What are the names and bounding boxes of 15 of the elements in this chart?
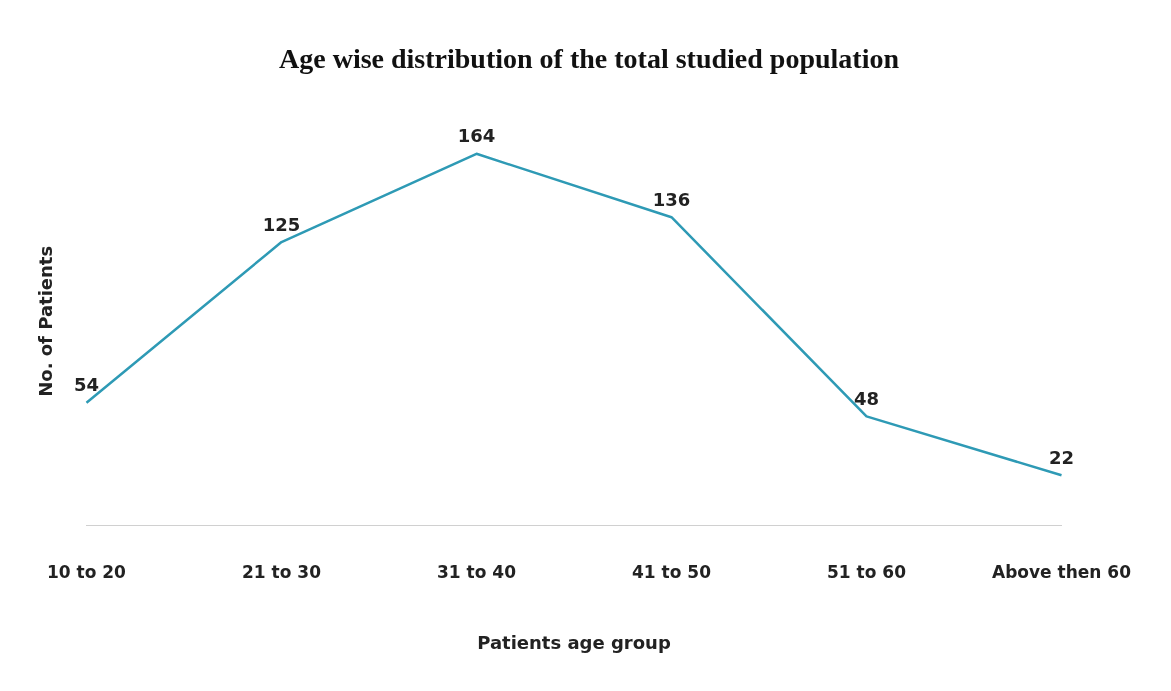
x-tick-label: 31 to 40 xyxy=(437,561,517,582)
x-tick-label: 51 to 60 xyxy=(827,561,907,582)
data-label: 125 xyxy=(262,213,301,235)
y-axis-title: No. of Patients xyxy=(35,245,57,397)
x-tick-label: Above then 60 xyxy=(992,561,1132,582)
data-label: 164 xyxy=(457,125,496,147)
x-tick-label: 41 to 50 xyxy=(632,561,712,582)
data-label: 54 xyxy=(73,374,100,396)
data-label: 22 xyxy=(1048,446,1075,468)
x-tick-label: 21 to 30 xyxy=(242,561,322,582)
x-axis-title: Patients age group xyxy=(477,631,671,653)
data-label: 136 xyxy=(652,188,691,210)
x-tick-label: 10 to 20 xyxy=(46,561,127,582)
data-label: 48 xyxy=(853,388,880,410)
chart-title: Age wise distribution of the total studied population xyxy=(279,43,900,75)
